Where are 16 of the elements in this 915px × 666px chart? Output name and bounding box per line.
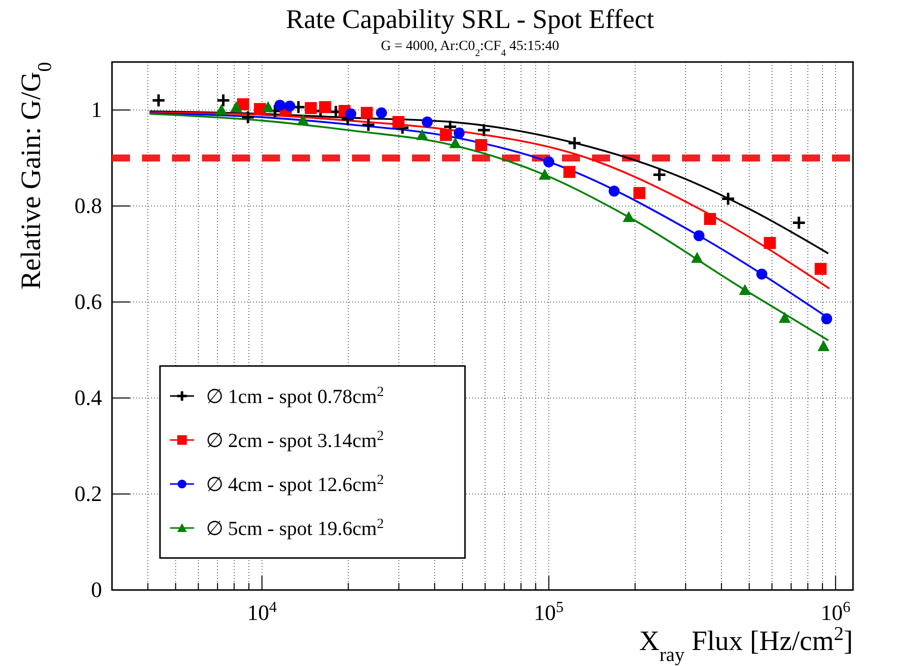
- legend-label: ∅ 5cm - spot 19.6cm$^{2}$: [206, 516, 384, 540]
- x-tick-label: 10$^{4}$: [247, 598, 278, 625]
- chart-title: Rate Capability SRL - Spot Effect: [286, 4, 655, 34]
- y-tick-label: 0.6: [74, 289, 102, 314]
- y-tick-label: 1: [91, 97, 102, 122]
- chart-subtitle: G = 4000, Ar:C0$_{2}$:CF$_{4}$ 45:15:40: [380, 39, 560, 58]
- legend-label: ∅ 4cm - spot 12.6cm$^{2}$: [206, 472, 384, 496]
- legend-label: ∅ 1cm - spot 0.78cm$^{2}$: [206, 384, 384, 408]
- y-tick-label: 0.8: [74, 193, 102, 218]
- y-tick-label: 0.4: [74, 385, 102, 410]
- x-axis-title: X$_{ray}$ Flux [Hz/cm$^{2}$]: [639, 624, 853, 666]
- x-tick-label: 10$^{6}$: [820, 598, 851, 625]
- x-tick-label: 10$^{5}$: [534, 598, 564, 625]
- legend-label: ∅ 2cm - spot 3.14cm$^{2}$: [206, 428, 384, 452]
- y-tick-label: 0: [91, 577, 102, 602]
- y-tick-label: 0.2: [74, 481, 102, 506]
